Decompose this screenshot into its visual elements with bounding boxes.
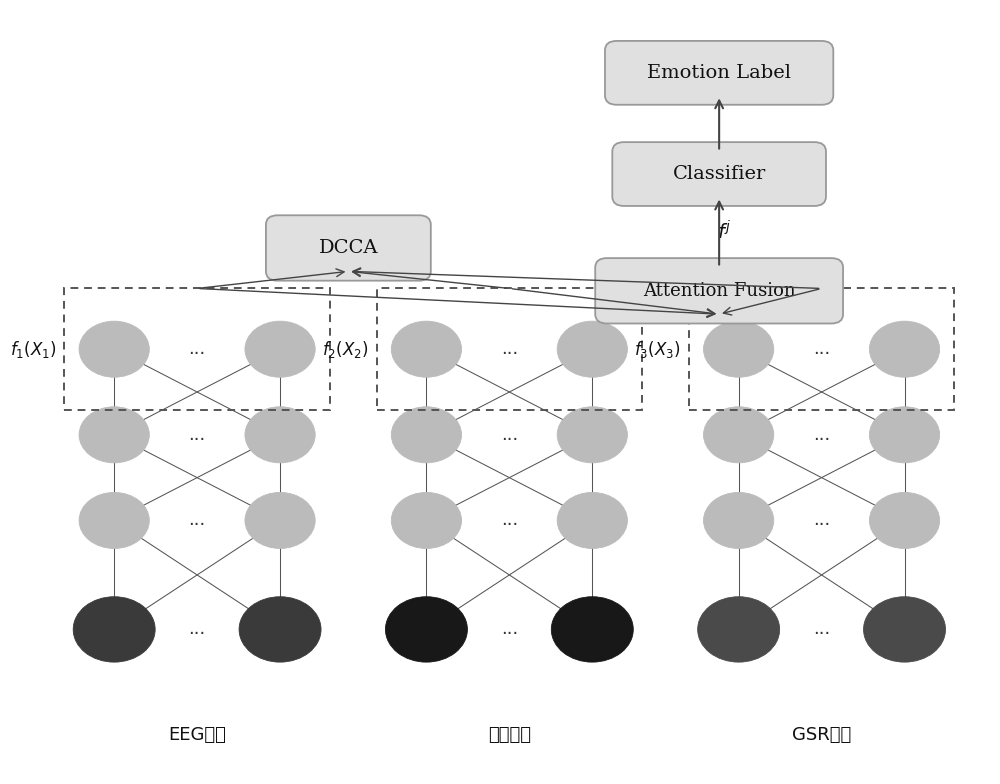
Text: ...: ... bbox=[501, 620, 518, 638]
Circle shape bbox=[245, 492, 315, 549]
Circle shape bbox=[869, 321, 940, 377]
Circle shape bbox=[385, 597, 467, 662]
Circle shape bbox=[869, 492, 940, 549]
Text: ...: ... bbox=[813, 620, 830, 638]
Circle shape bbox=[79, 492, 149, 549]
FancyBboxPatch shape bbox=[612, 142, 826, 206]
Circle shape bbox=[704, 407, 774, 463]
Text: Emotion Label: Emotion Label bbox=[647, 64, 791, 82]
Text: ...: ... bbox=[501, 426, 518, 444]
Text: Attention Fusion: Attention Fusion bbox=[643, 281, 795, 299]
Circle shape bbox=[869, 407, 940, 463]
Text: ...: ... bbox=[501, 511, 518, 529]
Text: $f_1(X_1)$: $f_1(X_1)$ bbox=[10, 339, 57, 360]
Circle shape bbox=[79, 321, 149, 377]
Text: ...: ... bbox=[188, 620, 206, 638]
Circle shape bbox=[239, 597, 321, 662]
Text: ...: ... bbox=[188, 511, 206, 529]
Circle shape bbox=[704, 321, 774, 377]
Text: $f_2(X_2)$: $f_2(X_2)$ bbox=[322, 339, 369, 360]
Text: Classifier: Classifier bbox=[673, 165, 766, 183]
Text: $f^j$: $f^j$ bbox=[717, 220, 731, 244]
Circle shape bbox=[391, 321, 462, 377]
Circle shape bbox=[245, 321, 315, 377]
Circle shape bbox=[551, 597, 633, 662]
Circle shape bbox=[557, 407, 627, 463]
Circle shape bbox=[391, 492, 462, 549]
FancyBboxPatch shape bbox=[595, 258, 843, 324]
Circle shape bbox=[391, 407, 462, 463]
Text: GSR特征: GSR特征 bbox=[792, 725, 851, 743]
Circle shape bbox=[245, 407, 315, 463]
Circle shape bbox=[704, 492, 774, 549]
Circle shape bbox=[557, 492, 627, 549]
Text: EEG特征: EEG特征 bbox=[168, 725, 226, 743]
Circle shape bbox=[73, 597, 155, 662]
Circle shape bbox=[79, 407, 149, 463]
Text: ...: ... bbox=[813, 340, 830, 358]
Circle shape bbox=[557, 321, 627, 377]
Text: ...: ... bbox=[501, 340, 518, 358]
FancyBboxPatch shape bbox=[266, 216, 431, 281]
Text: ...: ... bbox=[813, 426, 830, 444]
Text: ...: ... bbox=[813, 511, 830, 529]
Text: DCCA: DCCA bbox=[319, 239, 378, 257]
Text: ...: ... bbox=[188, 426, 206, 444]
Circle shape bbox=[864, 597, 946, 662]
Circle shape bbox=[698, 597, 780, 662]
FancyBboxPatch shape bbox=[605, 41, 833, 105]
Text: ...: ... bbox=[188, 340, 206, 358]
Text: 眼动特征: 眼动特征 bbox=[488, 725, 531, 743]
Text: $f_3(X_3)$: $f_3(X_3)$ bbox=[634, 339, 681, 360]
